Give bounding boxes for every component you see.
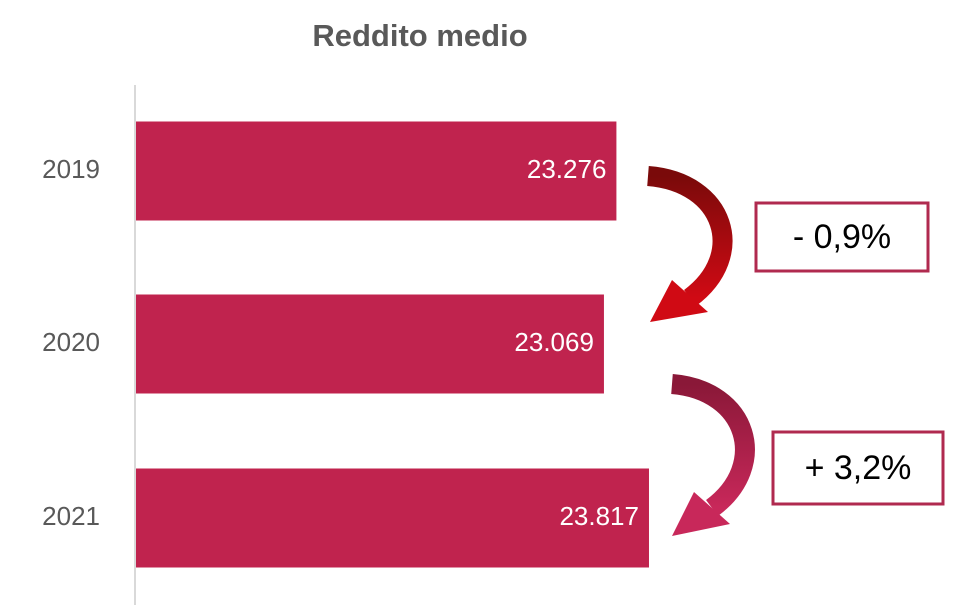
annotation-box [771,430,945,506]
y-tick-label: 2020 [42,327,100,357]
annotation: - 0,9% [793,218,891,256]
annotation-box [754,201,930,273]
bar [135,121,617,221]
value-label: 23.817 [559,501,639,531]
chart-title: Reddito medio [312,18,527,53]
annotation: + 3,2% [805,449,912,487]
arrow [646,166,733,322]
value-label: 23.069 [514,327,594,357]
bar [135,294,604,394]
y-tick-label: 2021 [42,501,100,531]
y-tick-label: 2019 [42,154,100,184]
value-label: 23.276 [527,154,607,184]
arrow [670,374,755,536]
bar [135,468,649,568]
